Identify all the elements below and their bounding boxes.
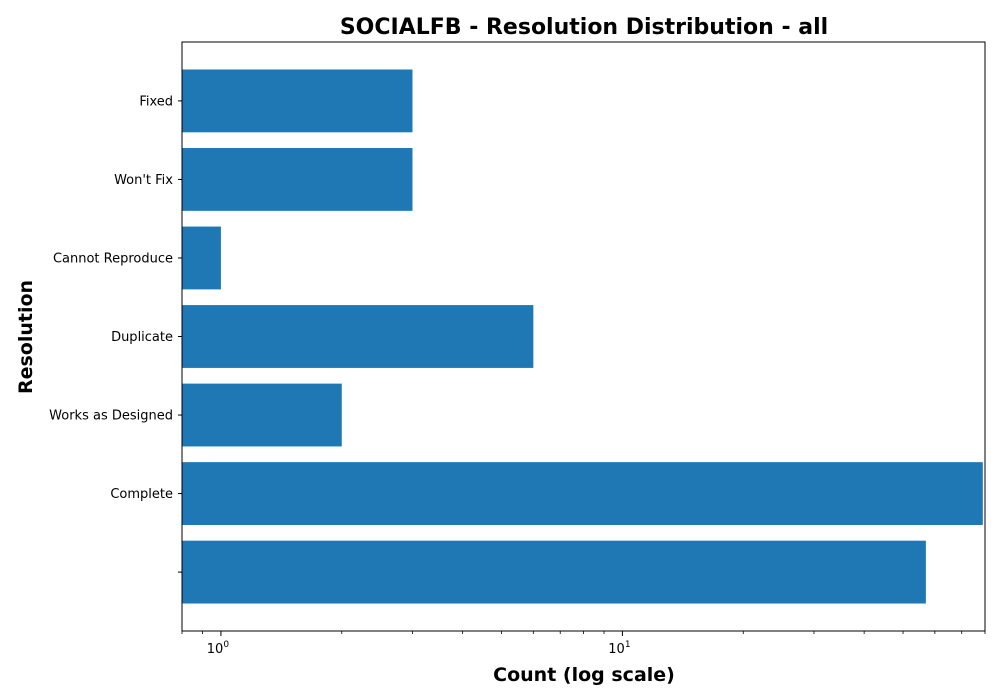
bar [182,383,342,447]
y-tick-label: Cannot Reproduce [53,251,173,266]
bar [182,226,221,290]
plot-area-frame [181,41,986,632]
bars-group [182,69,983,604]
x-tick-label: 101 [608,640,630,657]
x-axis-ticks: 100 101 [181,631,986,657]
x-axis-label: Count (log scale) [493,664,675,686]
y-tick-label: Works as Designed [49,409,173,424]
y-tick-label: Duplicate [111,330,173,345]
y-tick-label: Complete [110,487,173,502]
bar [182,148,413,211]
x-tick-label: 100 [207,640,230,657]
chart-title: SOCIALFB - Resolution Distribution - all [340,15,828,40]
bar [182,462,983,525]
y-axis-ticks: Fixed Won't Fix Cannot Reproduce Duplicate W… [49,94,182,573]
bar [182,305,534,368]
bar [182,69,413,133]
y-tick-label: Won't Fix [114,173,173,188]
y-tick-label: Fixed [139,94,173,109]
bar [182,540,926,604]
y-axis-label: Resolution [15,280,37,394]
